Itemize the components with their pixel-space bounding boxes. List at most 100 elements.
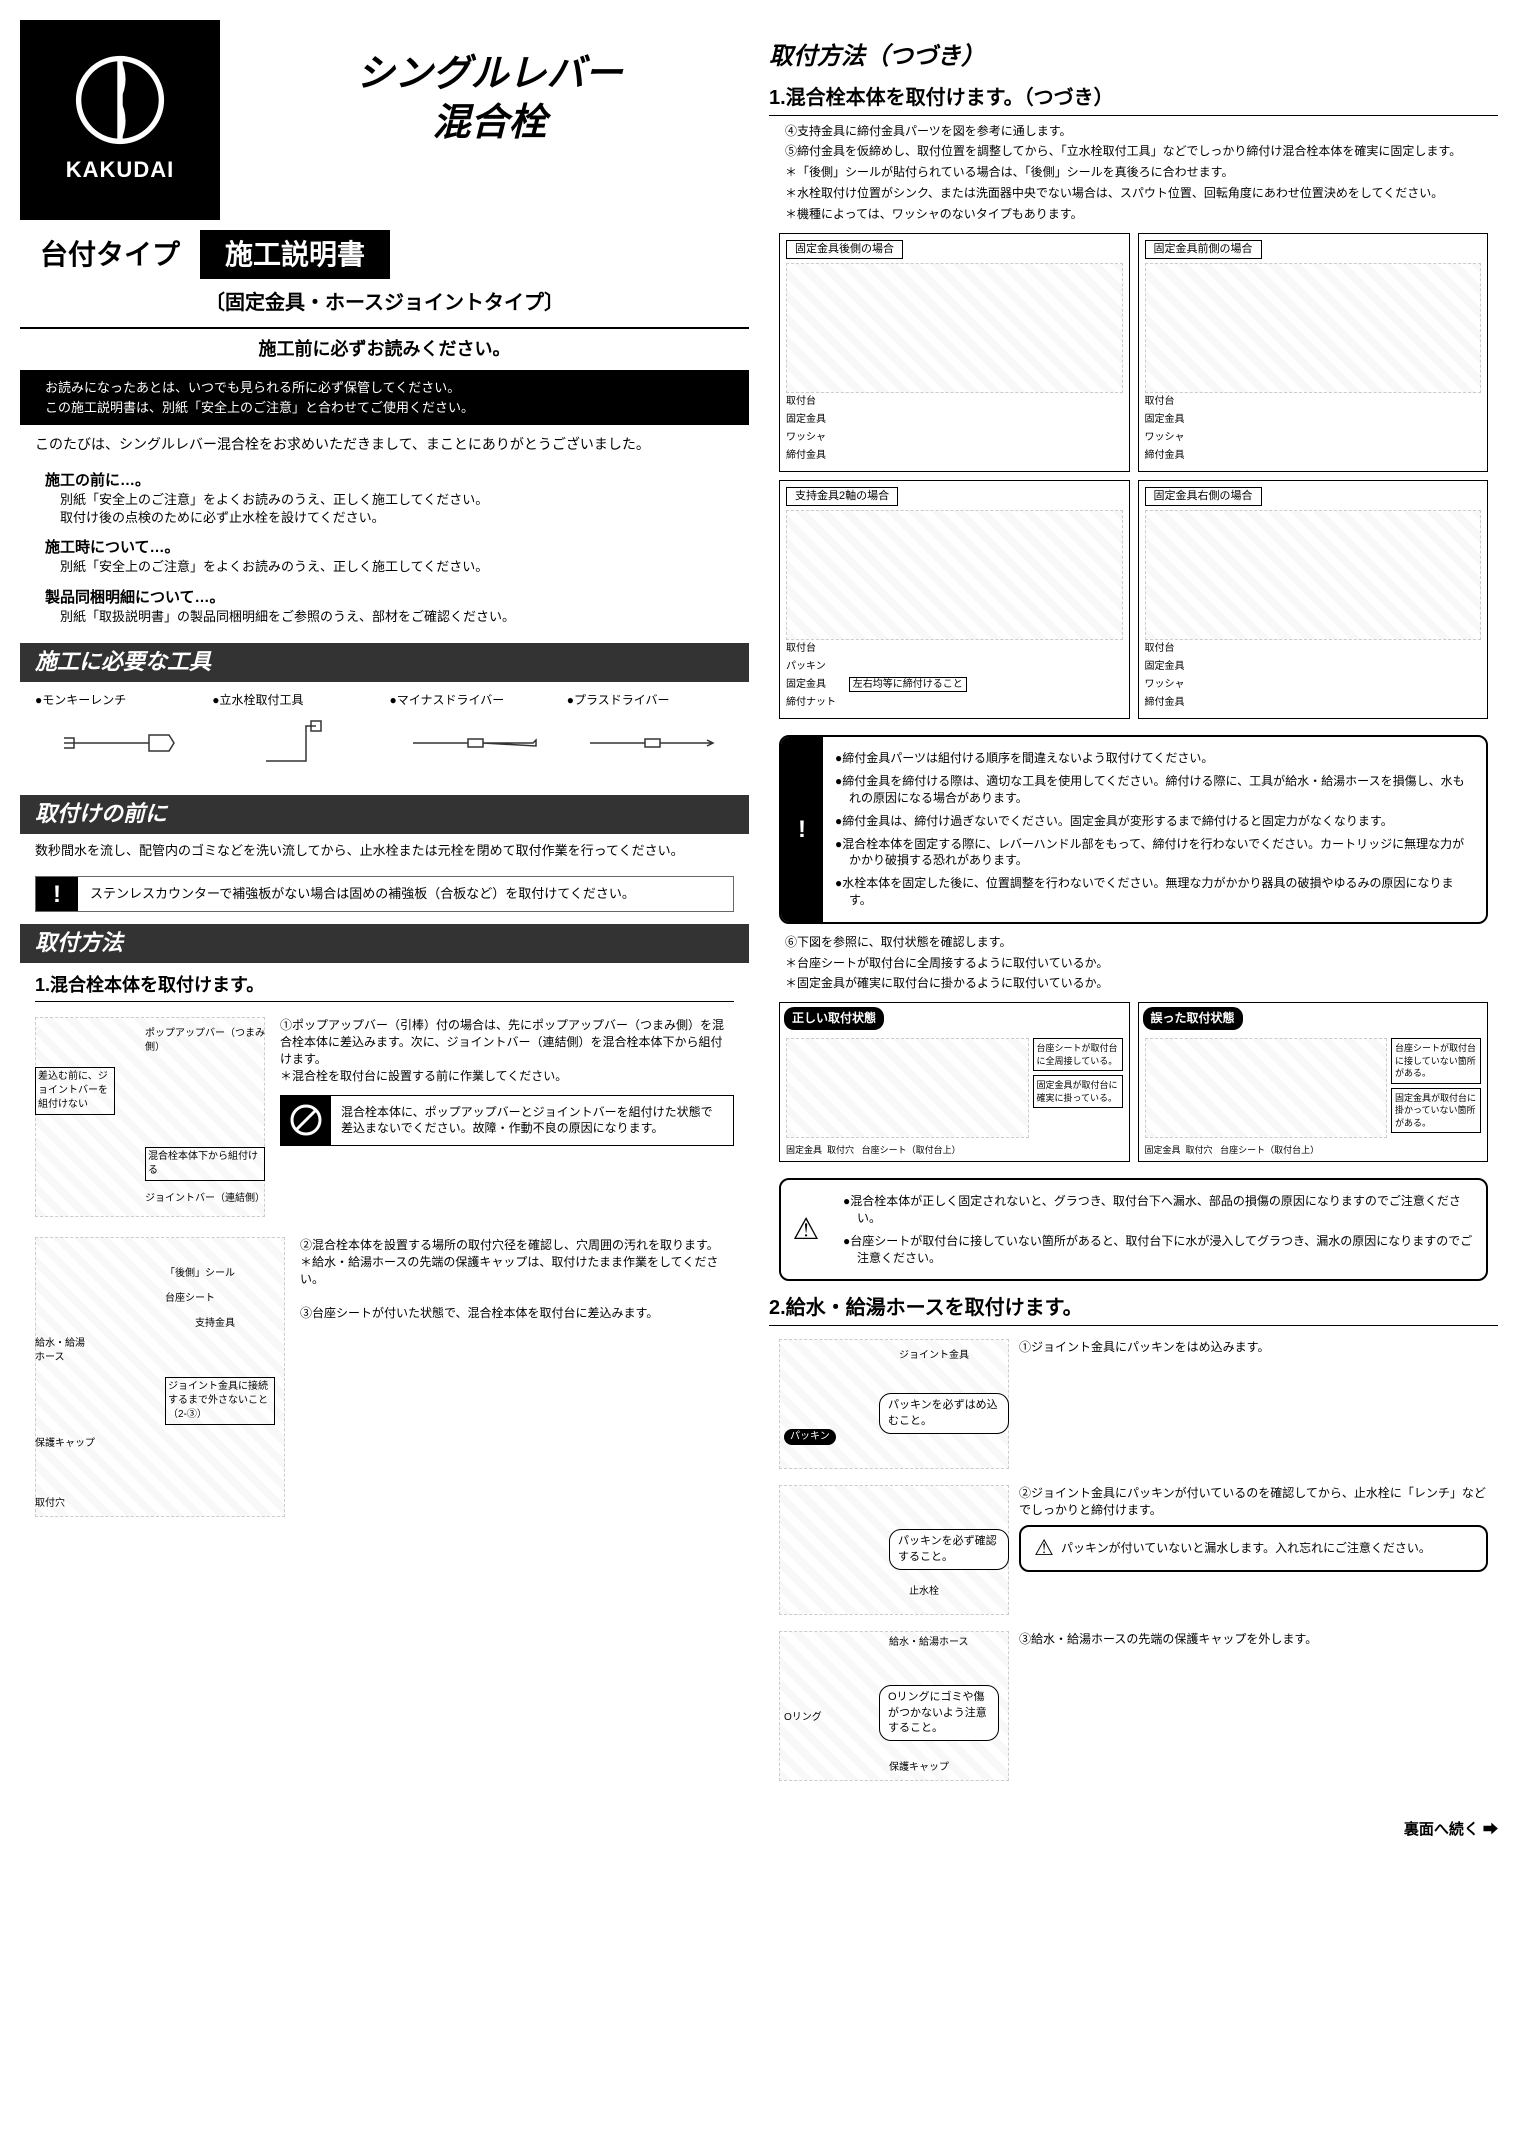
- s1-4: ④支持金具に締付金具パーツを図を参考に通します。: [769, 121, 1498, 142]
- fig-label: ワッシャ: [1145, 432, 1185, 443]
- keep-note-l1: お読みになったあとは、いつでも見られる所に必ず保管してください。: [45, 378, 724, 398]
- tool-label: ●プラスドライバー: [567, 693, 670, 707]
- fig-label: 止水栓: [909, 1585, 939, 1599]
- fig-case-2: 固定金具前側の場合 取付台 固定金具 ワッシャ 締付金具: [1138, 233, 1489, 472]
- tool-flathead: ●マイナスドライバー: [390, 692, 557, 774]
- step2-3: 給水・給湯ホース Oリング Oリングにゴミや傷がつかないよう注意すること。 保護…: [769, 1623, 1498, 1789]
- prohibit-text: 混合栓本体に、ポップアップバーとジョイントバーを組付けた状態で差込まないでくださ…: [331, 1096, 733, 1146]
- fig-label: 取付穴: [35, 1497, 65, 1511]
- triangle-warn-icon: ⚠: [1027, 1533, 1061, 1564]
- warn-bullet-list: ●締付金具パーツは組付ける順序を間違えないよう取付けてください。 ●締付金具を締…: [823, 737, 1486, 921]
- kakudai-logo-icon: [75, 55, 165, 145]
- faucet-diagram-2: 「後側」シール 台座シート 支持金具 給水・給湯ホース ジョイント金具に接続する…: [35, 1237, 285, 1517]
- status-label: 取付穴: [827, 1145, 854, 1155]
- tool-label: ●立水栓取付工具: [212, 693, 303, 707]
- thanks-text: このたびは、シングルレバー混合栓をお求めいただきまして、まことにありがとうござい…: [20, 425, 749, 465]
- fig-label: 固定金具: [786, 414, 826, 425]
- s1-6: ⑥下図を参照に、取付状態を確認します。: [769, 932, 1498, 953]
- product-title-line2: 混合栓: [432, 102, 546, 144]
- status-row: 正しい取付状態 台座シートが取付台に全周接している。 固定金具が取付台に確実に掛…: [769, 994, 1498, 1170]
- exclaim-icon: !: [781, 737, 823, 921]
- status-label: 台座シート（取付台上）: [1220, 1145, 1319, 1155]
- status-ok-fig: [786, 1038, 1029, 1138]
- pre-l1: 別紙「安全上のご注意」をよくお読みのうえ、正しく施工してください。: [60, 491, 724, 509]
- bubble: パッキンを必ず確認すること。: [889, 1529, 1009, 1570]
- fig-label: 差込む前に、ジョイントバーを組付けない: [35, 1067, 115, 1115]
- s1-5: ⑤締付金具を仮締めし、取付位置を調整してから、「立水栓取付工具」などでしっかり締…: [769, 141, 1498, 162]
- s2-1: ①ジョイント金具にパッキンをはめ込みます。: [1019, 1339, 1488, 1469]
- tri-warn-block: ⚠ ●混合栓本体が正しく固定されないと、グラつき、取付台下へ漏水、部品の損傷の原…: [779, 1178, 1488, 1281]
- status-label: 固定金具: [1145, 1145, 1181, 1155]
- step1-text2: ②混合栓本体を設置する場所の取付穴径を確認し、穴周囲の汚れを取ります。 ＊給水・…: [300, 1237, 734, 1517]
- status-note: 台座シートが取付台に全周接している。: [1033, 1038, 1123, 1071]
- s2-2-warn: ⚠ パッキンが付いていないと漏水します。入れ忘れにご注意ください。: [1019, 1525, 1488, 1572]
- warn-bullet: ●締付金具は、締付け過ぎないでください。固定金具が変形するまで締付けると固定力が…: [835, 810, 1474, 833]
- fig-case-title: 固定金具右側の場合: [1145, 487, 1262, 506]
- step1-head: 1.混合栓本体を取付けます。: [35, 968, 734, 1002]
- bubble: パッキンを必ずはめ込むこと。: [879, 1393, 1009, 1434]
- section-method: 取付方法: [20, 924, 749, 963]
- pre-head: 施工の前に…。: [45, 470, 724, 491]
- s1-3: ③台座シートが付いた状態で、混合栓本体を取付台に差込みます。: [300, 1305, 734, 1322]
- doc-label: 施工説明書: [200, 230, 390, 279]
- fig-label: ワッシャ: [786, 432, 826, 443]
- s1-6-star1: ＊台座シートが取付台に全周接するように取付いているか。: [769, 953, 1498, 974]
- fig-label: 固定金具: [1145, 414, 1185, 425]
- warn-bullet: ●混合栓本体を固定する際に、レバーハンドル部をもって、締付けを行わないでください…: [835, 833, 1474, 873]
- keep-note-box: お読みになったあとは、いつでも見られる所に必ず保管してください。 この施工説明書…: [20, 370, 749, 425]
- fig-case-title: 固定金具前側の場合: [1145, 240, 1262, 259]
- tri-warn-list: ●混合栓本体が正しく固定されないと、グラつき、取付台下へ漏水、部品の損傷の原因に…: [831, 1180, 1486, 1279]
- fig-label: 取付台: [1145, 396, 1175, 407]
- warn-bullet: ●締付金具を締付ける際は、適切な工具を使用してください。締付ける際に、工具が給水…: [835, 770, 1474, 810]
- faucet-tool-icon: [256, 716, 336, 771]
- s2-2-warn-text: パッキンが付いていないと漏水します。入れ忘れにご注意ください。: [1061, 1540, 1431, 1557]
- s1-1-star: ＊混合栓を取付台に設置する前に作業してください。: [280, 1068, 734, 1085]
- step1-cont-head: 1.混合栓本体を取付けます。（つづき）: [769, 79, 1498, 116]
- fig-label: 保護キャップ: [889, 1761, 949, 1775]
- fig-label: 取付台: [786, 643, 816, 654]
- step2-head: 2.給水・給湯ホースを取付けます。: [769, 1289, 1498, 1326]
- step2-1: ジョイント金具 パッキンを必ずはめ込むこと。 パッキン ①ジョイント金具にパッキ…: [769, 1331, 1498, 1477]
- s1-1: ①ポップアップバー（引棒）付の場合は、先にポップアップバー（つまみ側）を混合栓本…: [280, 1017, 734, 1067]
- fig-label: 給水・給湯ホース: [35, 1337, 85, 1365]
- status-label: 取付穴: [1186, 1145, 1213, 1155]
- fig-label: 台座シート: [165, 1292, 215, 1306]
- before-para: 数秒間水を流し、配管内のゴミなどを洗い流してから、止水栓または元栓を閉めて取付作…: [20, 834, 749, 868]
- fig-label: ジョイント金具に接続するまで外さないこと（2-③）: [165, 1377, 275, 1425]
- s1-2: ②混合栓本体を設置する場所の取付穴径を確認し、穴周囲の汚れを取ります。: [300, 1237, 734, 1254]
- s2-2: ②ジョイント金具にパッキンが付いているのを確認してから、止水栓に「レンチ」などで…: [1019, 1485, 1488, 1519]
- footer-continue: 裏面へ続く ➡: [0, 1809, 1518, 1850]
- prohibit-icon: [281, 1096, 331, 1146]
- status-note: 台座シートが取付台に接していない箇所がある。: [1391, 1038, 1481, 1084]
- s2-3: ③給水・給湯ホースの先端の保護キャップを外します。: [1019, 1631, 1488, 1781]
- fig-case-3: 支持金具2軸の場合 取付台 パッキン 固定金具 左右均等に締付けること 締付ナッ…: [779, 480, 1130, 719]
- fig-case-title: 固定金具後側の場合: [786, 240, 903, 259]
- type-label: 台付タイプ: [20, 230, 200, 279]
- pre-l2: 取付け後の点検のために必ず止水栓を設けてください。: [60, 509, 724, 527]
- wrench-icon: [59, 723, 179, 763]
- status-label: 固定金具: [786, 1145, 822, 1155]
- fig-label: パッキン: [786, 661, 826, 672]
- status-ng-fig: [1145, 1038, 1388, 1138]
- fig-label: 締付金具: [1145, 450, 1185, 461]
- fig-label: 保護キャップ: [35, 1437, 95, 1451]
- step2-2: パッキンを必ず確認すること。 止水栓 ②ジョイント金具にパッキンが付いているのを…: [769, 1477, 1498, 1623]
- fig-label: 「後側」シール: [165, 1267, 235, 1281]
- fig-label: 給水・給湯ホース: [889, 1636, 969, 1650]
- status-ng-title: 誤った取付状態: [1143, 1007, 1243, 1030]
- status-ok-box: 正しい取付状態 台座シートが取付台に全周接している。 固定金具が取付台に確実に掛…: [779, 1002, 1130, 1162]
- flathead-icon: [408, 733, 538, 753]
- cont-title: 取付方法（つづき）: [769, 20, 1498, 74]
- status-ok-title: 正しい取付状態: [784, 1007, 884, 1030]
- fig-label: ジョイントバー（連結側）: [145, 1192, 265, 1206]
- fig-label: 締付ナット: [786, 697, 836, 708]
- fig-case-4: 固定金具右側の場合 取付台 固定金具 ワッシャ 締付金具: [1138, 480, 1489, 719]
- faucet-diagram-1: ポップアップバー（つまみ側） 差込む前に、ジョイントバーを組付けない 混合栓本体…: [35, 1017, 265, 1217]
- product-title-line1: シングルレバー: [356, 53, 622, 95]
- brand-name: KAKUDAI: [66, 155, 174, 186]
- fig-label: ワッシャ: [1145, 679, 1185, 690]
- read-before: 施工前に必ずお読みください。: [20, 329, 749, 370]
- tool-row: ●モンキーレンチ ●立水栓取付工具 ●マイナスドライバー ●プラスドライバー: [20, 682, 749, 784]
- fig-label: 混合栓本体下から組付ける: [145, 1147, 265, 1181]
- phillips-icon: [585, 733, 715, 753]
